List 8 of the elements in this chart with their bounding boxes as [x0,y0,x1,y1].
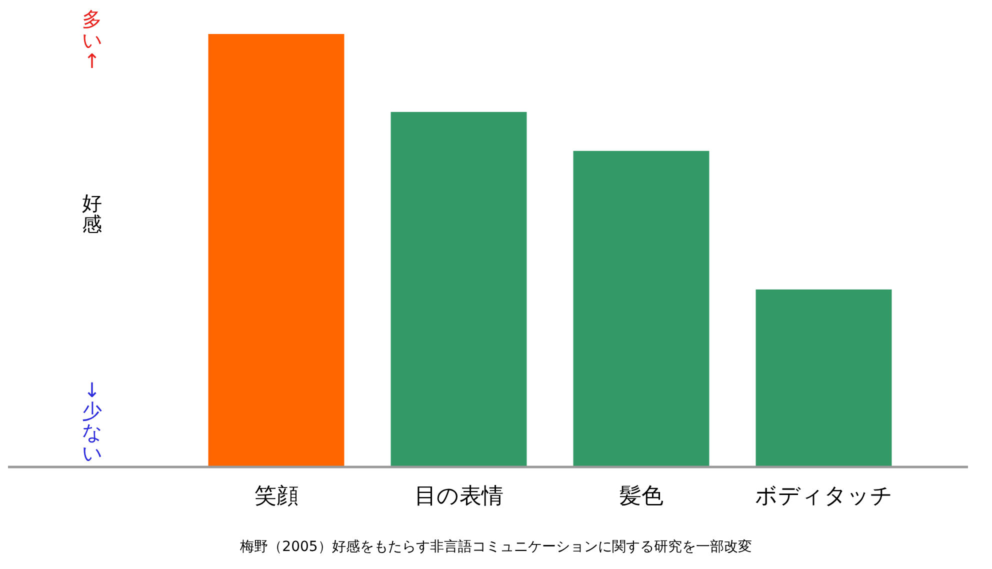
x-tick-label: 笑顔 [254,484,298,509]
text: 多い↑ [82,7,102,73]
y-axis-title: 好感 [82,191,102,236]
x-tick-label: 髪色 [619,484,664,509]
x-tick-label: ボディタッチ [754,484,893,509]
text: 梅野（2005）好感をもたらす非言語コミュニケーションに関する研究を一部改変 [239,539,752,555]
x-tick-label: 目の表情 [414,484,504,509]
text: ↓少ない [82,378,102,465]
